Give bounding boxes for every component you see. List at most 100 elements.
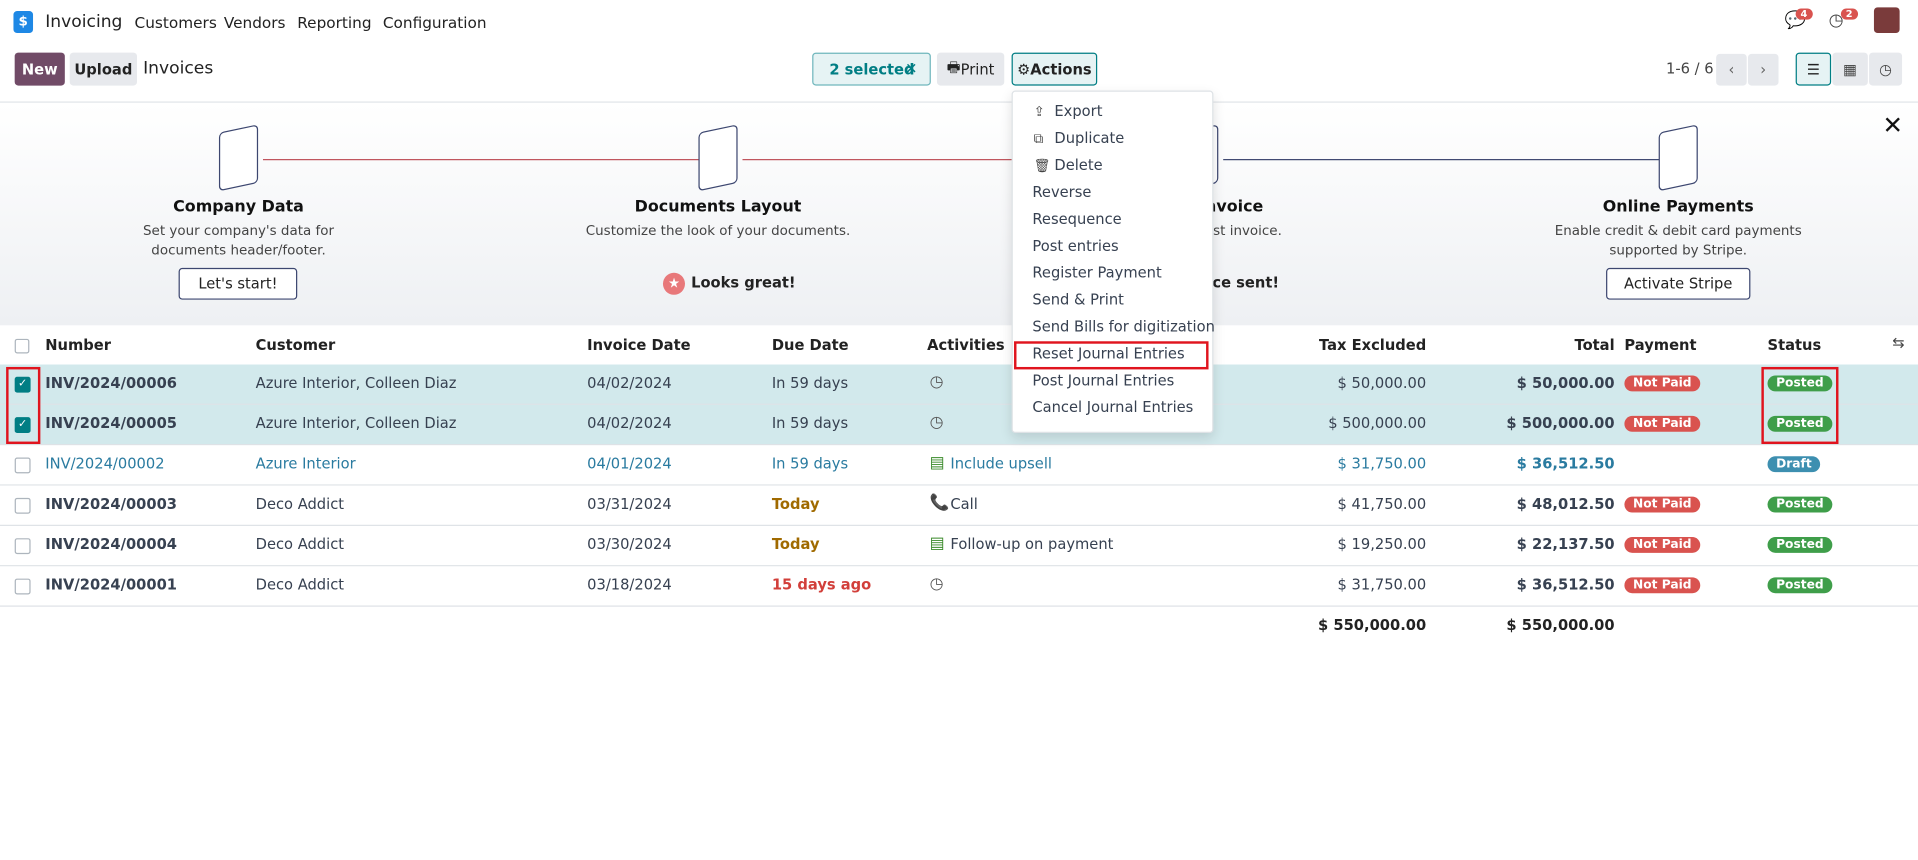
menu-item[interactable]: Vendors (223, 13, 286, 32)
close-onboarding[interactable]: ✕ (1882, 110, 1904, 140)
menu-icon: 🗑 (1033, 157, 1051, 174)
menu-item[interactable]: Delete (1054, 156, 1103, 174)
status-badge: Draft (1767, 456, 1821, 473)
column-header[interactable]: Invoice Date (587, 336, 691, 354)
cell: Today (771, 535, 820, 553)
activity-view[interactable]: ◷ (1869, 52, 1903, 86)
chat-badge: 4 (1795, 8, 1813, 20)
column-header[interactable]: Due Date (771, 336, 849, 354)
highlight-box (1014, 341, 1209, 370)
cell: Azure Interior (255, 455, 356, 473)
onboarding-panel (0, 102, 1918, 326)
cell: INV/2024/00005 (45, 414, 178, 432)
list-view[interactable]: ☰ (1795, 52, 1832, 86)
payment-badge: Not Paid (1624, 536, 1701, 553)
kanban-view[interactable]: ▦ (1832, 52, 1868, 86)
table-row[interactable] (0, 566, 1918, 607)
avatar[interactable] (1873, 7, 1900, 34)
divider (0, 101, 1918, 103)
column-header[interactable]: Customer (255, 336, 336, 354)
app-name[interactable]: Invoicing (45, 12, 123, 32)
cell: 04/02/2024 (587, 374, 672, 392)
print-label: Print (960, 60, 995, 78)
cell: 03/18/2024 (587, 576, 672, 594)
column-header[interactable]: Tax Excluded (1318, 336, 1427, 354)
column-header[interactable]: Payment (1624, 336, 1697, 354)
step-description: Customize the look of your documents. (585, 222, 851, 239)
table-row[interactable] (0, 404, 1918, 446)
cell: Azure Interior, Colleen Diaz (255, 374, 457, 392)
cell: 03/31/2024 (587, 495, 672, 513)
activity-icon[interactable]: ◷ (929, 373, 944, 392)
menu-item[interactable]: Cancel Journal Entries (1032, 398, 1194, 416)
column-header[interactable]: Total (1574, 336, 1615, 354)
row-checkbox[interactable]: ✓ (14, 376, 31, 393)
select-all[interactable] (14, 338, 30, 354)
cell: $ 31,750.00 (1337, 576, 1427, 594)
activity-icon[interactable]: ◷ (929, 574, 944, 594)
upload-button[interactable]: Upload (69, 52, 137, 86)
step-button[interactable]: Activate Stripe (1606, 267, 1751, 300)
row-checkbox[interactable] (14, 578, 31, 595)
table-row[interactable] (0, 525, 1918, 567)
cell: $ 50,000.00 (1516, 374, 1615, 392)
column-header[interactable]: Activities (927, 336, 1005, 354)
menu-item[interactable]: Reporting (297, 13, 372, 32)
table-row[interactable] (0, 445, 1918, 486)
menu-item[interactable]: Export (1054, 102, 1103, 120)
menu-item[interactable]: Post entries (1032, 237, 1119, 255)
step-line (742, 159, 1199, 161)
navbar (0, 0, 1918, 45)
cell: Deco Addict (255, 576, 345, 594)
totals-total: $ 550,000.00 (1506, 616, 1615, 634)
table-row[interactable] (0, 485, 1918, 526)
menu-item[interactable]: Reverse (1032, 183, 1092, 201)
activity-icon[interactable]: 📞 (929, 494, 950, 513)
menu-item[interactable]: Send Bills for digitization (1032, 318, 1215, 336)
cell: $ 22,137.50 (1516, 535, 1615, 553)
table-row[interactable] (0, 364, 1918, 405)
step-icon (698, 124, 738, 192)
row-checkbox[interactable]: ✓ (14, 417, 31, 434)
step-icon (1658, 124, 1698, 192)
step-button[interactable]: Let's start! (178, 267, 298, 300)
row-checkbox[interactable] (14, 457, 31, 474)
menu-item[interactable]: Customers (134, 13, 217, 32)
status-icon: ★ (662, 272, 685, 295)
step-title: Company Data (173, 198, 304, 217)
menu-item[interactable]: Duplicate (1054, 129, 1125, 147)
status-badge: Posted (1767, 536, 1833, 553)
print-button[interactable]: 🖶 Print (936, 52, 1005, 86)
row-checkbox[interactable] (14, 497, 31, 514)
actions-button[interactable]: ⚙ Actions (1011, 52, 1098, 86)
cell: INV/2024/00002 (45, 455, 165, 473)
step-title: Documents Layout (634, 198, 802, 217)
cell: Call (950, 495, 978, 513)
menu-item[interactable]: Reset Journal Entries (1032, 344, 1185, 363)
menu-item[interactable]: Post Journal Entries (1032, 371, 1175, 389)
pager-prev[interactable]: ‹ (1716, 53, 1747, 86)
menu-item[interactable]: Register Payment (1032, 264, 1162, 282)
menu-item[interactable]: Resequence (1032, 210, 1122, 228)
cell: INV/2024/00004 (45, 535, 178, 553)
activity-icon[interactable]: ◷ (929, 413, 944, 432)
menu-item[interactable]: Send & Print (1032, 291, 1124, 309)
menu-item[interactable]: Configuration (382, 13, 487, 32)
row-checkbox[interactable] (14, 538, 31, 555)
activity-icon[interactable]: ▤ (929, 453, 945, 473)
status-badge: Posted (1767, 375, 1833, 392)
column-header[interactable]: Status (1767, 336, 1822, 354)
new-button[interactable]: New (14, 52, 65, 86)
actions-label: Actions (1030, 60, 1092, 78)
highlight-box (6, 366, 41, 445)
unselect[interactable]: ✕ (905, 59, 918, 78)
activity-icon[interactable]: ◷ (1828, 11, 1844, 31)
pager-next[interactable]: › (1747, 53, 1779, 86)
cell: 03/30/2024 (587, 535, 672, 553)
activity-icon[interactable]: ▤ (929, 534, 945, 553)
breadcrumb: Invoices (143, 58, 214, 79)
column-header[interactable]: Number (45, 336, 112, 354)
column-settings[interactable]: ⇆ (1892, 333, 1905, 352)
app-logo[interactable]: $ (13, 11, 34, 34)
